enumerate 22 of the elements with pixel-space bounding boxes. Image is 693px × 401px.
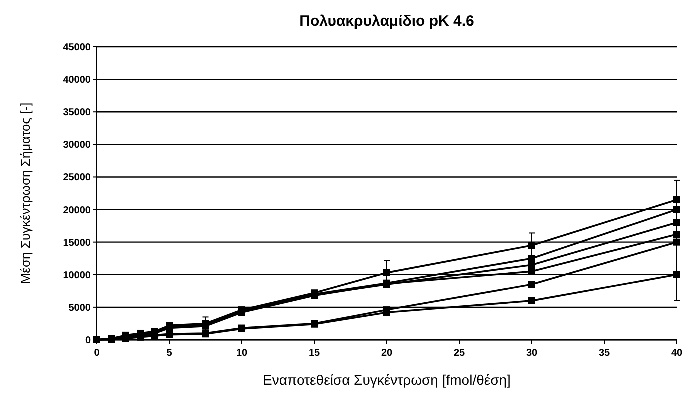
y-tick-label: 10000 [63, 270, 92, 282]
x-tick-label: 5 [166, 348, 173, 359]
x-tick-label: 25 [454, 348, 466, 359]
y-tick-label: 5000 [68, 302, 92, 314]
x-tick-label: 20 [381, 348, 393, 359]
x-tick-label: 15 [308, 348, 320, 359]
y-tick-label: 45000 [63, 42, 92, 54]
chart-title: Πολυακρυλαμίδιο pK 4.6 [300, 13, 474, 30]
y-tick-label: 25000 [63, 172, 92, 184]
x-tick-label: 35 [598, 348, 610, 359]
x-tick-label: 0 [94, 348, 100, 359]
y-axis-title: Μέση Συγκέντρωση Σήματος [-] [18, 102, 33, 284]
x-tick-label: 40 [671, 348, 683, 359]
y-tick-label: 0 [85, 336, 92, 346]
x-axis-title: Εναποτεθείσα Συγκέντρωση [fmol/θέση] [263, 372, 511, 388]
x-tick-label: 30 [526, 348, 538, 359]
y-tick-label: 15000 [63, 238, 92, 249]
y-tick-label: 40000 [63, 75, 92, 86]
y-tick-label: 20000 [63, 205, 92, 216]
y-tick-label: 30000 [63, 140, 92, 152]
x-tick-label: 10 [236, 348, 248, 359]
y-tick-label: 35000 [63, 108, 92, 119]
